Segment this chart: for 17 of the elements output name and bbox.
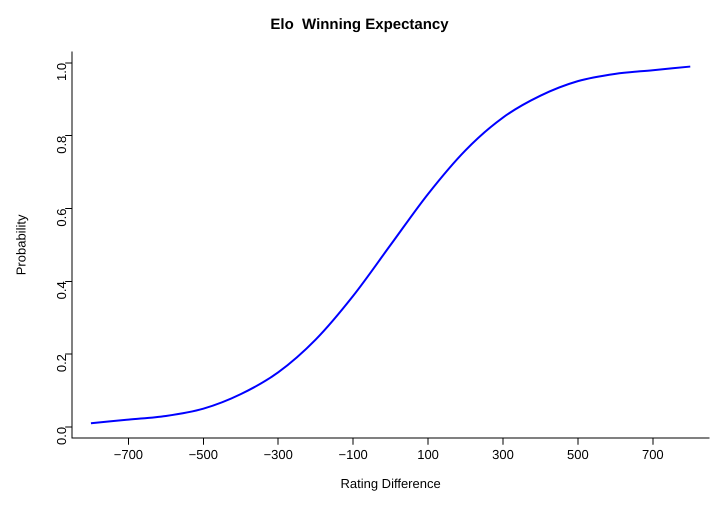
- y-axis-title: Probability: [13, 214, 28, 276]
- x-tick-label: 500: [567, 447, 589, 462]
- y-tick-label: 1.0: [54, 62, 69, 81]
- x-tick-label: −700: [114, 447, 144, 462]
- y-tick-label: 0.0: [54, 426, 69, 445]
- x-tick-label: −100: [338, 447, 368, 462]
- y-tick-label: 0.4: [54, 281, 69, 300]
- y-tick-label: 0.6: [54, 208, 69, 227]
- x-tick-label: −300: [264, 447, 293, 462]
- chart-title: Elo Winning Expectancy: [270, 16, 450, 34]
- x-tick-label: 700: [642, 447, 664, 462]
- x-tick-label: 300: [492, 447, 514, 462]
- x-tick-label: −500: [188, 447, 218, 462]
- x-axis-title: Rating Difference: [340, 476, 441, 491]
- y-tick-label: 0.2: [54, 354, 69, 372]
- x-tick-label: 100: [417, 447, 439, 462]
- y-tick-label: 0.8: [54, 136, 69, 154]
